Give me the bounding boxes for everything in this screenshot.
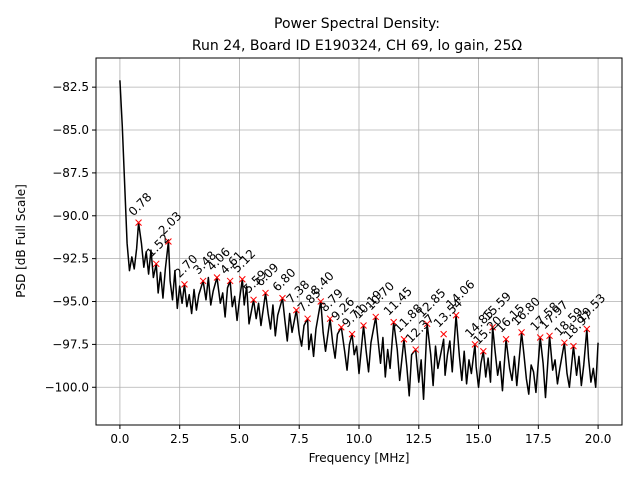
peak-marker (479, 347, 487, 355)
y-axis-ticks: −100.0 −97.5 −95.0 −92.5 −90.0 −87.5 −85.0 −82.… (45, 80, 96, 394)
peak-marker (489, 323, 497, 331)
peak-marker (262, 289, 269, 297)
peak-marker-stroke (199, 277, 207, 285)
peak-marker-stroke (518, 329, 525, 336)
peak-marker (304, 315, 311, 323)
x-tick-label: 15.0 (465, 432, 492, 446)
peak-marker-stroke (226, 277, 234, 285)
peak-marker-stroke (546, 332, 553, 340)
peak-marker-stroke (452, 311, 460, 319)
peak-marker (279, 294, 286, 302)
peak-marker-stroke (479, 347, 487, 355)
peak-marker (561, 339, 568, 347)
peak-marker (583, 325, 591, 333)
peak-marker-stroke (213, 274, 221, 281)
peak-marker (423, 320, 431, 328)
x-tick-label: 7.5 (290, 432, 309, 446)
peak-marker (293, 306, 300, 314)
peak-marker-stroke (502, 335, 510, 343)
x-tick-label: 17.5 (525, 432, 552, 446)
peak-marker (452, 311, 460, 319)
peak-marker (471, 341, 479, 348)
chart-title-line1: Power Spectral Density: (274, 16, 440, 32)
peak-marker (390, 318, 398, 326)
peak-marker-stroke (360, 322, 367, 329)
peak-markers (135, 219, 591, 355)
peak-marker (250, 296, 257, 304)
peak-marker-stroke (262, 289, 269, 297)
peak-marker (152, 260, 160, 268)
peak-marker-stroke (317, 298, 325, 305)
peak-marker (502, 335, 510, 343)
y-tick-label: −82.5 (52, 80, 89, 94)
peak-marker (213, 274, 221, 281)
peak-marker-stroke (583, 325, 591, 333)
peak-marker-stroke (326, 315, 334, 323)
y-tick-label: −100.0 (45, 380, 89, 394)
peak-marker (412, 346, 420, 353)
y-tick-label: −97.5 (52, 337, 89, 351)
peak-marker (199, 277, 207, 285)
peak-marker-stroke (152, 260, 160, 268)
peak-marker-stroke (337, 323, 345, 331)
peak-marker-stroke (304, 315, 311, 323)
peak-marker-stroke (536, 334, 544, 341)
peak-marker (326, 315, 334, 323)
x-tick-label: 20.0 (585, 432, 612, 446)
x-tick-label: 5.0 (230, 432, 249, 446)
peak-marker-stroke (423, 320, 431, 328)
peak-marker-stroke (348, 330, 356, 338)
y-tick-label: −92.5 (52, 252, 89, 266)
x-tick-label: 10.0 (346, 432, 373, 446)
peak-marker (348, 330, 356, 338)
peak-marker (226, 277, 234, 285)
peak-marker (440, 330, 447, 338)
peak-marker-stroke (412, 346, 420, 353)
peak-marker-stroke (135, 219, 142, 226)
peak-marker-stroke (440, 330, 447, 338)
y-tick-label: −85.0 (52, 123, 89, 137)
peak-marker-stroke (293, 306, 300, 314)
peak-marker (536, 334, 544, 341)
peak-marker (372, 313, 380, 321)
x-tick-label: 2.5 (170, 432, 189, 446)
peak-marker-stroke (238, 275, 246, 283)
x-axis-ticks: 0.0 2.5 5.0 7.5 10.0 12.5 15.0 17.5 20.0 (110, 425, 611, 446)
peak-marker-stroke (570, 342, 577, 350)
y-tick-label: −95.0 (52, 295, 89, 309)
x-tick-label: 0.0 (110, 432, 129, 446)
x-axis-label: Frequency [MHz] (309, 451, 410, 465)
peak-marker (360, 322, 367, 329)
peak-marker (400, 335, 408, 343)
psd-series-line (119, 80, 599, 401)
peak-marker (570, 342, 577, 350)
series-group (119, 80, 599, 401)
y-tick-label: −90.0 (52, 209, 89, 223)
chart-title-line2: Run 24, Board ID E190324, CH 69, lo gain… (192, 38, 522, 54)
peak-marker (181, 281, 188, 288)
peak-marker (238, 275, 246, 283)
peak-marker (546, 332, 553, 340)
peak-marker-stroke (561, 339, 568, 347)
peak-marker-stroke (390, 318, 398, 326)
peak-marker (518, 329, 525, 336)
peak-marker-stroke (489, 323, 497, 331)
peak-marker (317, 298, 325, 305)
peak-marker-stroke (279, 294, 286, 302)
x-tick-label: 12.5 (405, 432, 432, 446)
peak-marker-stroke (181, 281, 188, 288)
peak-marker (135, 219, 142, 226)
y-tick-label: −87.5 (52, 166, 89, 180)
grid (96, 58, 622, 425)
peak-marker-stroke (165, 238, 172, 245)
peak-marker (337, 323, 345, 331)
y-axis-label: PSD [dB Full Scale] (14, 184, 28, 298)
peak-marker-stroke (471, 341, 479, 348)
peak-marker-stroke (250, 296, 257, 304)
peak-marker-stroke (372, 313, 380, 321)
peak-marker-stroke (400, 335, 408, 343)
peak-marker (165, 238, 172, 245)
